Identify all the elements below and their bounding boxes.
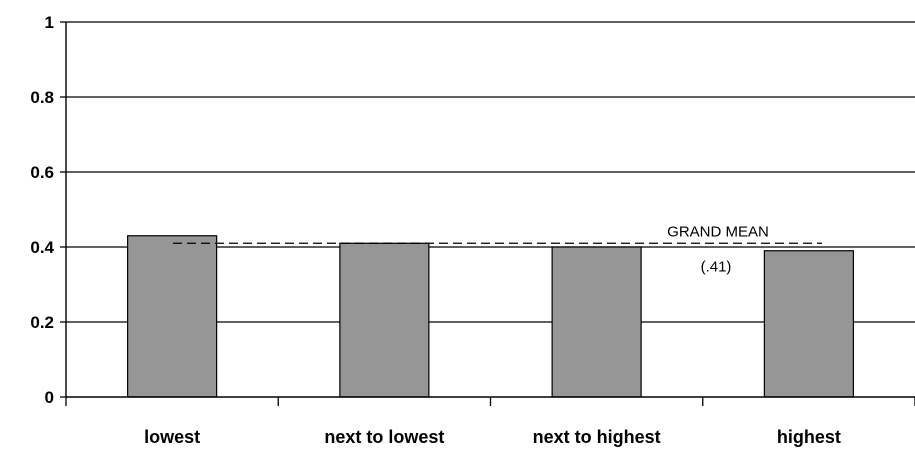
bars <box>127 235 854 398</box>
x-category-label: next to highest <box>533 427 661 447</box>
x-category-label: next to lowest <box>324 427 444 447</box>
bar-next-to-highest <box>551 246 642 398</box>
grand-mean-reference: GRAND MEAN (.41) <box>173 223 822 275</box>
axes <box>60 21 915 406</box>
x-category-label: highest <box>777 427 841 447</box>
bar-lowest <box>127 235 218 398</box>
grand-mean-value-label: (.41) <box>701 258 732 275</box>
y-tick-label: 1 <box>45 13 54 32</box>
y-tick-labels: 0 0.2 0.4 0.6 0.8 1 <box>30 13 54 407</box>
y-tick-label: 0.6 <box>30 163 54 182</box>
y-tick-label: 0.8 <box>30 88 54 107</box>
y-tick-label: 0.2 <box>30 313 54 332</box>
y-tick-label: 0 <box>45 388 54 407</box>
x-category-label: lowest <box>144 427 200 447</box>
y-tick-label: 0.4 <box>30 238 54 257</box>
bar-highest <box>763 250 854 398</box>
x-category-labels: lowest next to lowest next to highest highe… <box>144 427 841 447</box>
grand-mean-label: GRAND MEAN <box>667 223 769 240</box>
bar-next-to-lowest <box>339 242 430 398</box>
